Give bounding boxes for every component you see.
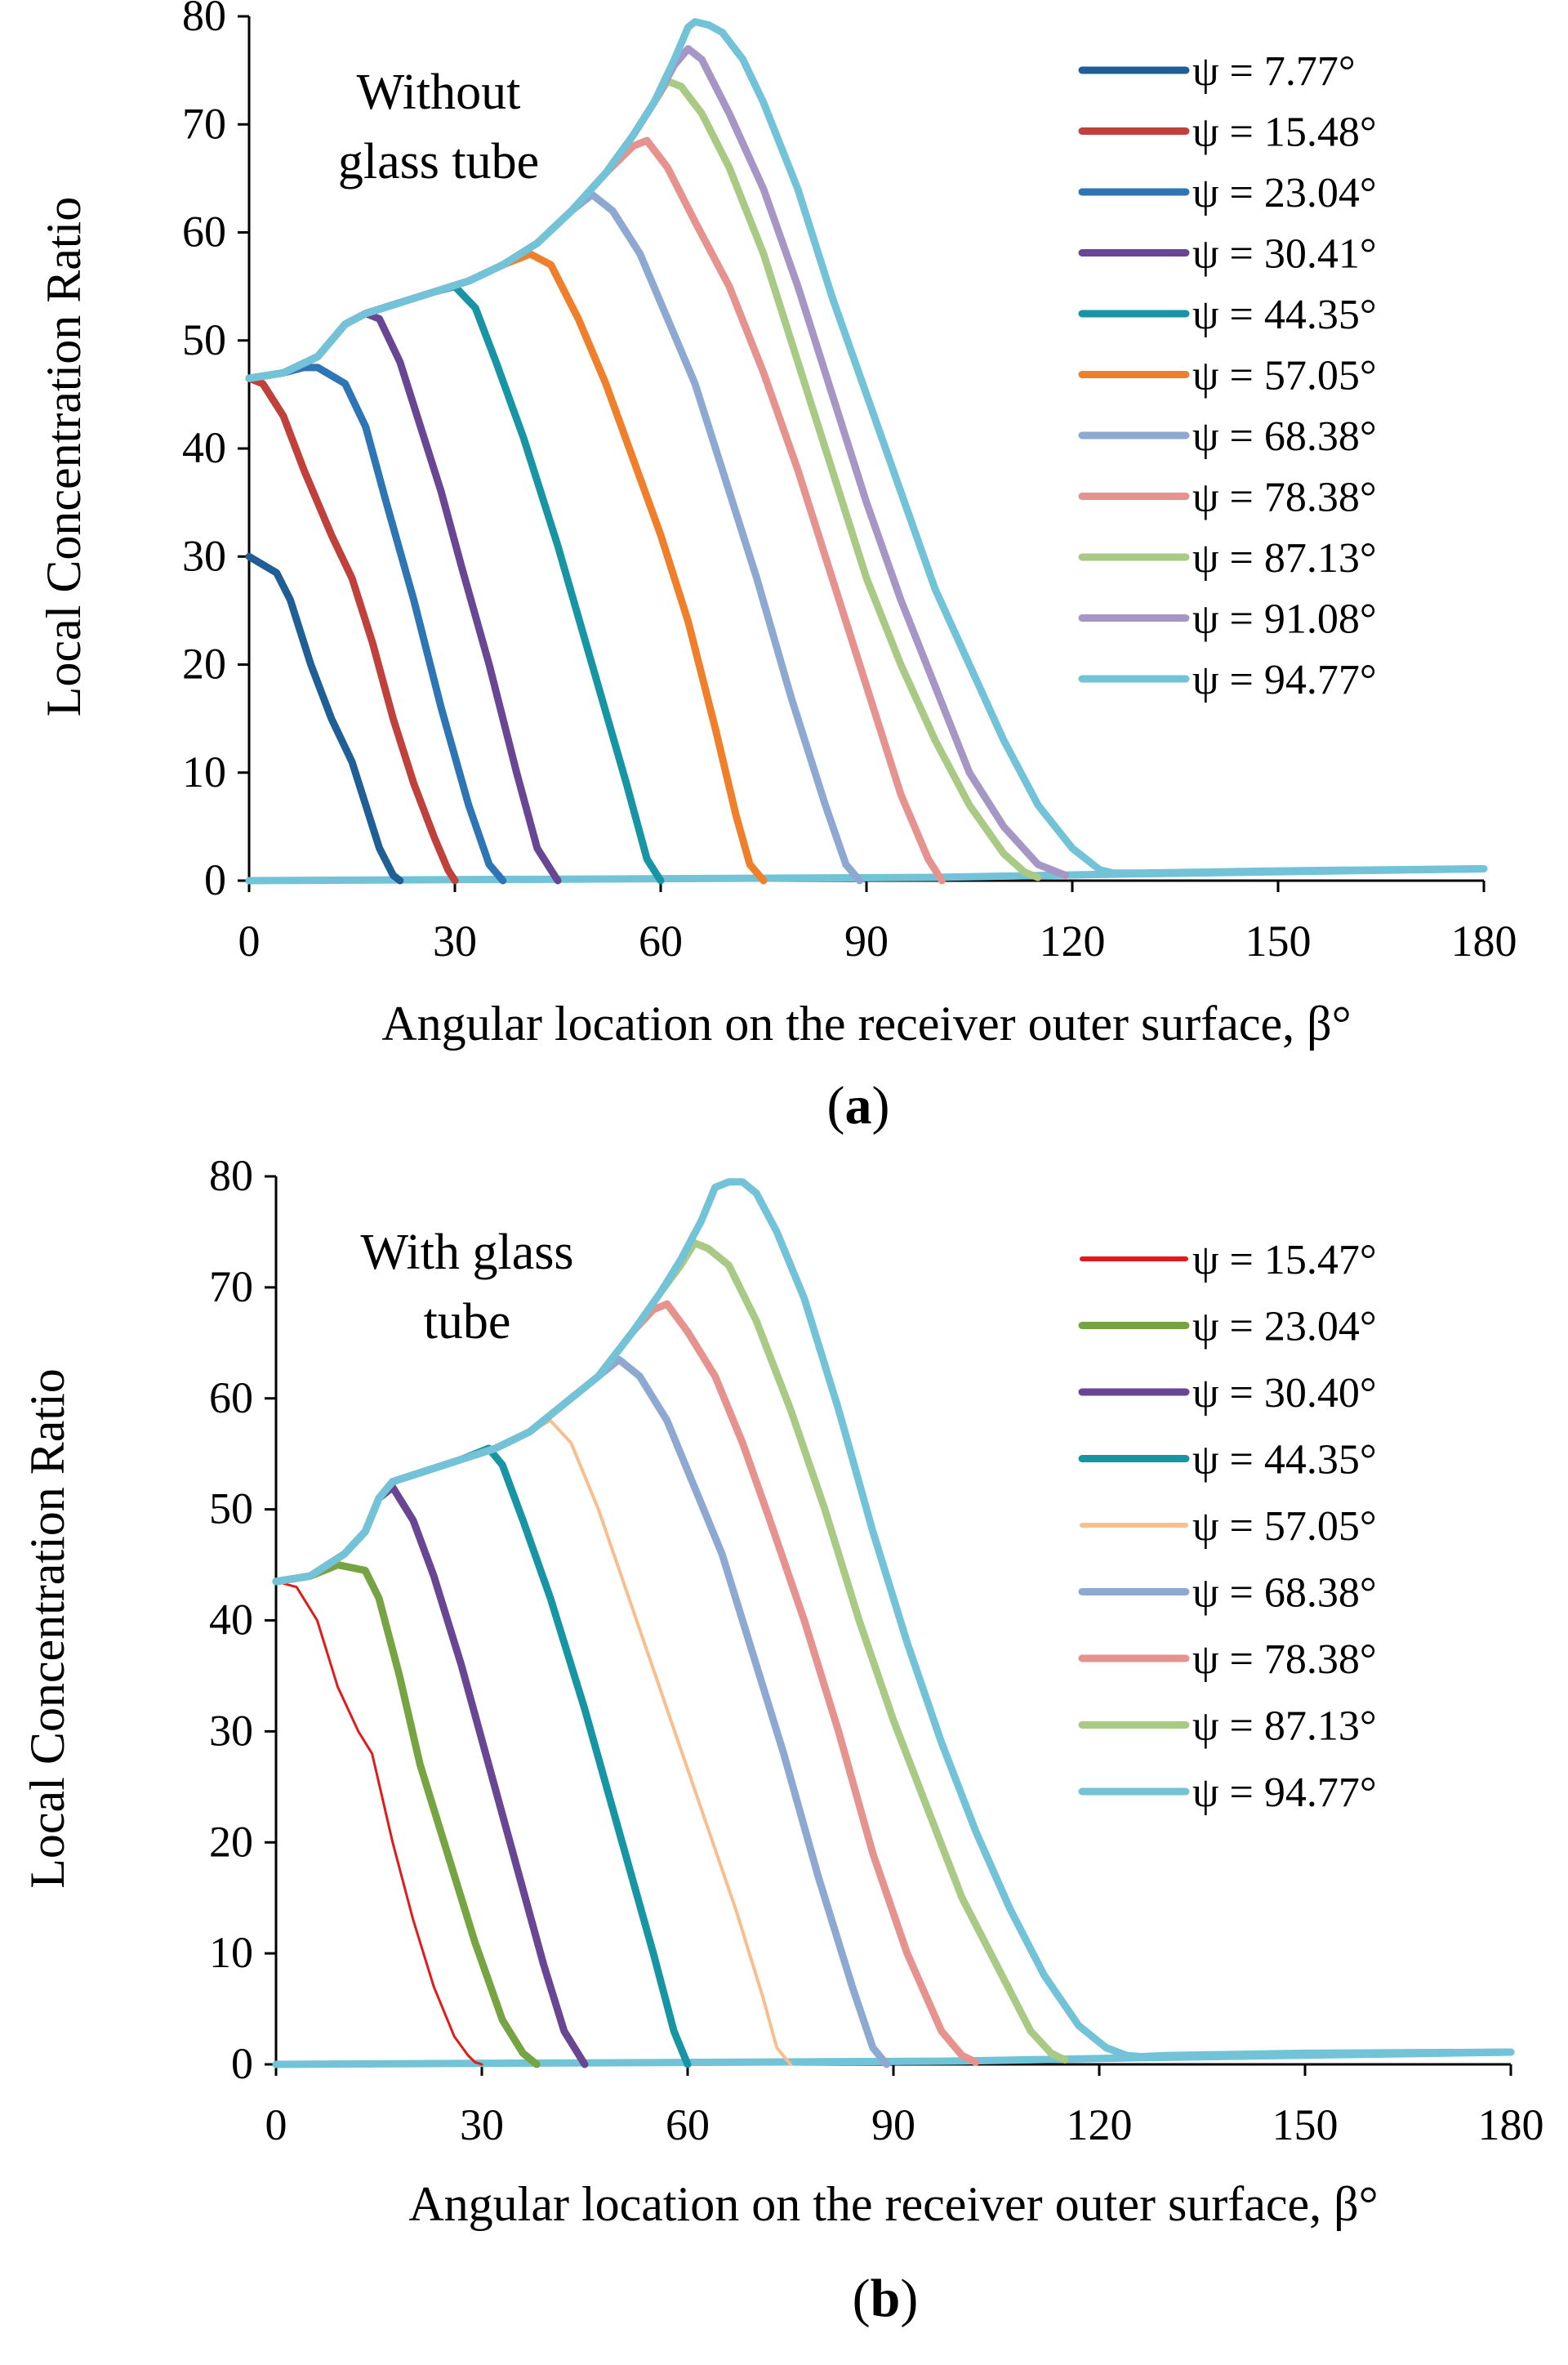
y-tick-label: 50	[209, 1484, 253, 1533]
legend-label: ψ = 78.38°	[1192, 475, 1377, 521]
panel-a-chart: 0 10 20 30 40 50 60 70 80 0 30 60 90 120 150 180 Local C…	[37, 0, 1517, 1136]
x-tick-label: 30	[460, 2100, 504, 2149]
x-tick-label: 90	[844, 917, 889, 966]
y-tick-label: 0	[231, 2039, 253, 2088]
legend-label: ψ = 57.05°	[1192, 353, 1377, 399]
series-line-3	[245, 364, 507, 885]
x-axis-title: Angular location on the receiver outer s…	[381, 997, 1351, 1051]
y-tick-label: 80	[209, 1151, 253, 1200]
legend: ψ = 7.77° ψ = 15.48° ψ = 23.04° ψ = 30.41° ψ…	[1078, 48, 1377, 703]
y-tick-label: 60	[209, 1373, 253, 1422]
panel-label: (a)	[827, 1076, 890, 1136]
annotation-line-2: glass tube	[338, 134, 539, 190]
legend-label: ψ = 87.13°	[1192, 1703, 1377, 1750]
x-axis-title: Angular location on the receiver outer s…	[408, 2177, 1378, 2231]
y-tick-label: 10	[182, 747, 226, 797]
y-tick-label: 0	[204, 855, 226, 904]
series-line-5	[274, 1418, 792, 2066]
x-tick-label: 30	[433, 917, 477, 966]
legend-label: ψ = 30.40°	[1192, 1370, 1377, 1417]
panel-b-chart: 0 10 20 30 40 50 60 70 80 0 30 60 90 120 150 180 Local C…	[20, 1151, 1544, 2328]
legend-label: ψ = 94.77°	[1192, 1769, 1377, 1816]
series-line-2	[272, 1561, 541, 2068]
legend-label: ψ = 23.04°	[1192, 170, 1377, 216]
annotation-line-1: With glass	[361, 1225, 574, 1280]
y-tick-label: 40	[182, 423, 226, 472]
panel-label-close: )	[900, 2269, 918, 2328]
legend-label: ψ = 15.47°	[1192, 1237, 1377, 1283]
y-tick-label: 20	[209, 1817, 253, 1866]
x-tick-label: 180	[1478, 2100, 1544, 2149]
panel-label-open: (	[853, 2269, 871, 2328]
x-tick-label: 90	[871, 2100, 915, 2149]
x-tick-label: 180	[1451, 917, 1517, 966]
legend-label: ψ = 23.04°	[1192, 1304, 1377, 1350]
legend-label: ψ = 91.08°	[1192, 596, 1377, 643]
series-line-7	[272, 1300, 980, 2066]
legend-label: ψ = 15.48°	[1192, 109, 1377, 156]
x-tick-label: 0	[265, 2100, 287, 2149]
y-tick-label: 40	[209, 1595, 253, 1644]
series-line-2	[245, 374, 459, 885]
y-tick-label: 30	[182, 531, 226, 580]
legend-label: ψ = 44.35°	[1192, 1437, 1377, 1484]
panel-label-letter: b	[871, 2269, 901, 2328]
annotation-line-1: Without	[357, 65, 521, 120]
series-line-1	[245, 552, 404, 885]
x-tick-label: 150	[1245, 917, 1312, 966]
y-tick-label: 20	[182, 640, 226, 689]
panel-label-close: )	[872, 1076, 890, 1136]
legend-label: ψ = 68.38°	[1192, 1570, 1377, 1617]
series-line-1	[274, 1580, 483, 2066]
y-axis-title: Local Concentration Ratio	[20, 1368, 74, 1888]
panel-label-open: (	[827, 1076, 845, 1136]
legend-label: ψ = 44.35°	[1192, 292, 1377, 338]
y-tick-label: 80	[182, 0, 226, 40]
y-tick-label: 10	[209, 1928, 253, 1977]
y-tick-label: 30	[209, 1706, 253, 1755]
legend-label: ψ = 7.77°	[1192, 48, 1356, 95]
y-tick-label: 70	[209, 1262, 253, 1311]
x-tick-label: 60	[639, 917, 683, 966]
panel-label-letter: a	[845, 1076, 872, 1136]
annotation-line-2: tube	[424, 1294, 511, 1350]
legend: ψ = 15.47° ψ = 23.04° ψ = 30.40° ψ = 44.35°…	[1078, 1237, 1377, 1816]
x-tick-label: 0	[238, 917, 261, 966]
legend-label: ψ = 68.38°	[1192, 413, 1377, 460]
x-tick-label: 150	[1272, 2100, 1339, 2149]
y-axis-title: Local Concentration Ratio	[37, 197, 91, 716]
x-tick-label: 120	[1067, 2100, 1133, 2149]
y-tick-label: 50	[182, 315, 226, 364]
series-line-11	[245, 18, 1488, 877]
plot-area	[272, 1178, 1515, 2068]
x-tick-label: 120	[1040, 917, 1106, 966]
y-tick-label: 60	[182, 207, 226, 257]
plot-area	[245, 18, 1488, 885]
x-tick-label: 60	[666, 2100, 710, 2149]
series-line-9	[272, 1178, 1515, 2060]
legend-label: ψ = 78.38°	[1192, 1636, 1377, 1683]
panel-label: (b)	[853, 2269, 919, 2328]
y-tick-label: 70	[182, 99, 226, 148]
legend-label: ψ = 57.05°	[1192, 1503, 1377, 1550]
legend-label: ψ = 87.13°	[1192, 535, 1377, 582]
legend-label: ψ = 94.77°	[1192, 657, 1377, 703]
legend-label: ψ = 30.41°	[1192, 231, 1377, 278]
